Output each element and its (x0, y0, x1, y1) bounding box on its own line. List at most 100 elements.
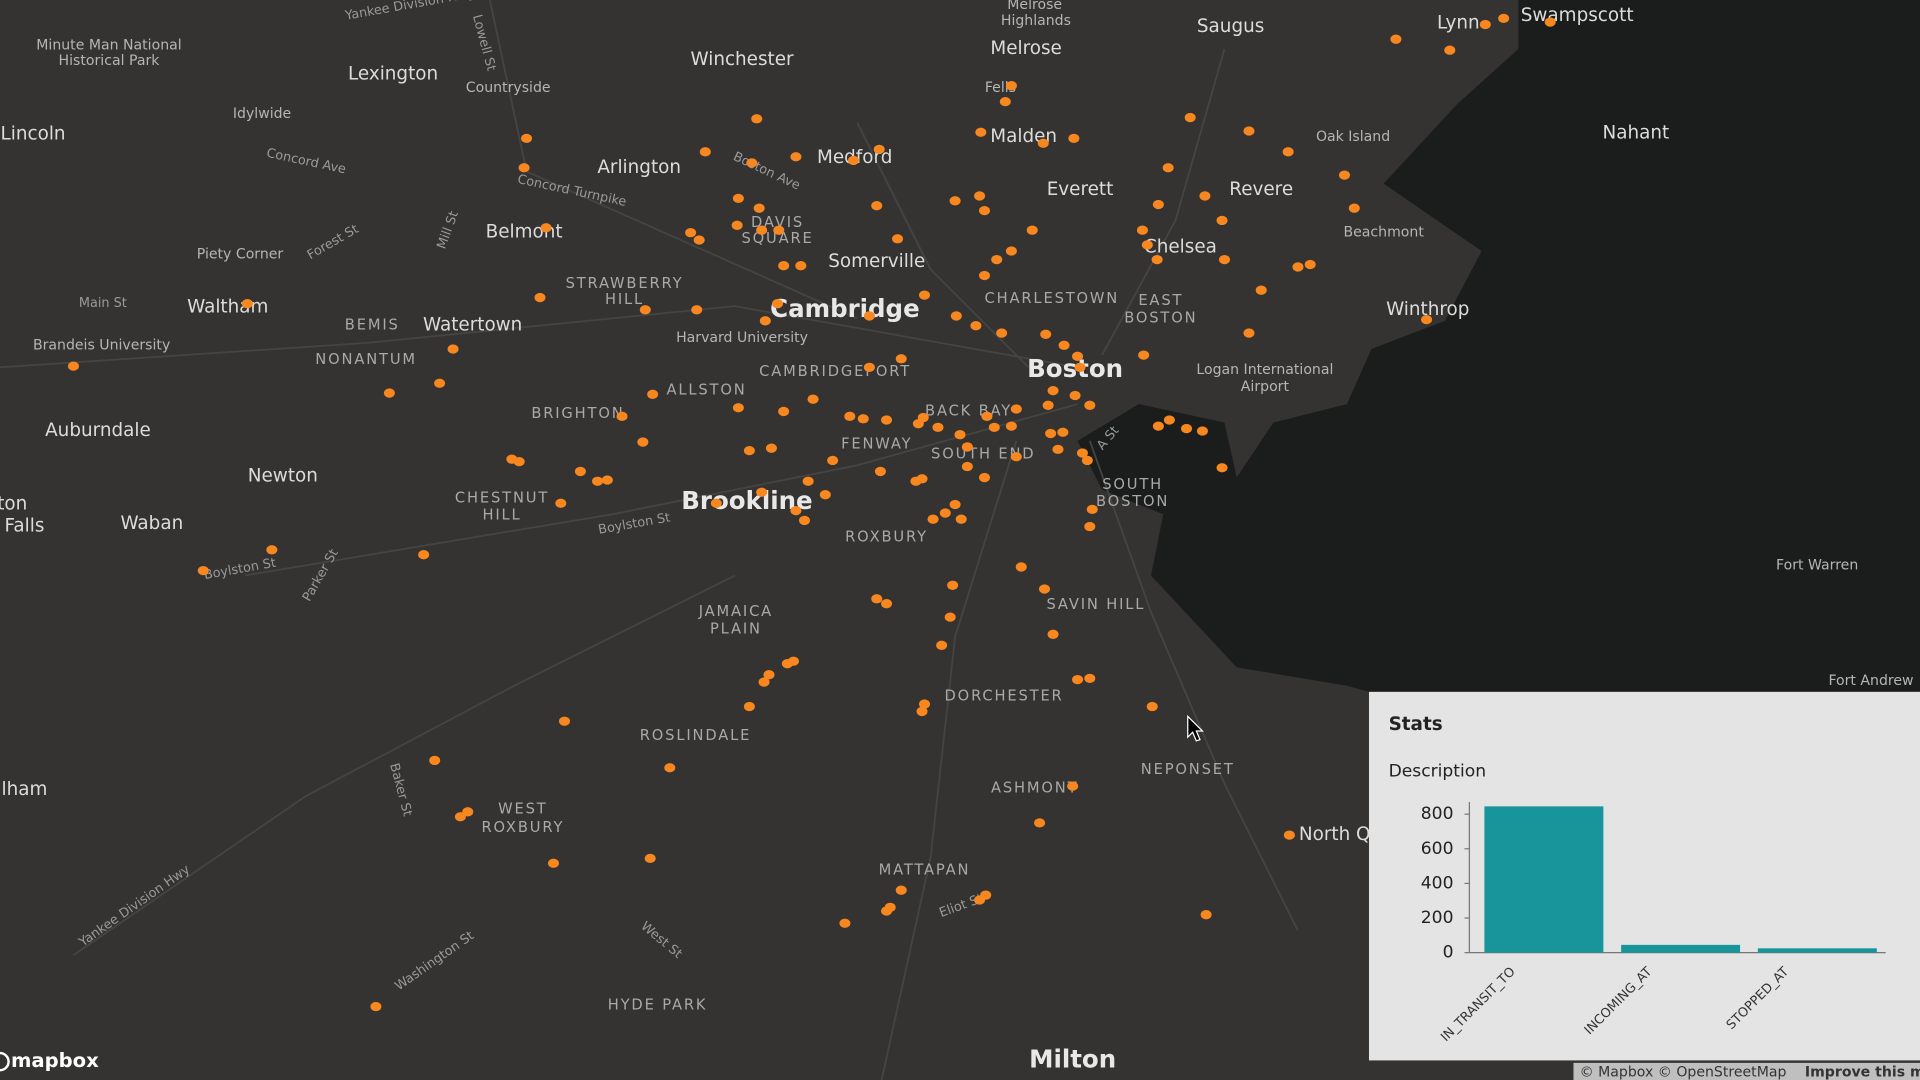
vehicle-markers (67, 13, 1556, 1012)
map-label: Melrose (1007, 0, 1062, 13)
vehicle-dot (944, 612, 956, 622)
vehicle-dot (961, 461, 973, 472)
map-label: ROXBURY (845, 529, 928, 546)
vehicle-dot (746, 158, 758, 168)
map-label: Winchester (690, 49, 794, 70)
map-label: NEPONSET (1141, 761, 1235, 778)
vehicle-dot (1255, 285, 1267, 295)
vehicle-dot (1136, 225, 1148, 235)
vehicle-dot (616, 411, 628, 421)
map-label: Revere (1229, 179, 1293, 200)
vehicle-dot (1084, 400, 1096, 410)
vehicle-dot (798, 515, 810, 526)
vehicle-dot (558, 716, 570, 726)
road (1088, 440, 1299, 932)
vehicle-dot (743, 701, 755, 712)
map-label: Saugus (1197, 16, 1264, 37)
stats-panel: Stats Description 0200400600800IN_TRANSI… (1368, 691, 1920, 1061)
vehicle-dot (434, 378, 446, 388)
vehicle-dot (927, 514, 939, 524)
vehicle-dot (895, 354, 907, 364)
map-label: Chelsea (1144, 236, 1217, 257)
logo-icon (0, 1051, 10, 1072)
vehicle-dot (819, 490, 831, 500)
map-label: PLAIN (710, 620, 762, 637)
map-label: Waban (120, 513, 183, 534)
vehicle-dot (1141, 240, 1153, 250)
map-label: ALLSTON (666, 382, 746, 399)
vehicle-dot (765, 443, 777, 453)
map-label: Historical Park (59, 53, 161, 69)
vehicle-dot (513, 456, 525, 467)
map-label: BRIGHTON (531, 405, 624, 422)
map-label: Cambridge (770, 294, 920, 323)
map-label: Nahant (1603, 122, 1670, 143)
vehicle-dot (731, 220, 743, 230)
map-label: Winthrop (1386, 299, 1469, 320)
panel-description: Description (1389, 761, 1487, 781)
vehicle-dot (1216, 215, 1228, 226)
road (1101, 48, 1226, 356)
map-label: Swampscott (1521, 5, 1634, 26)
y-tick-label: 400 (1421, 873, 1454, 893)
map-label: Beachmont (1343, 225, 1424, 241)
vehicle-dot (1042, 400, 1054, 410)
vehicle-dot (881, 906, 893, 916)
vehicle-dot (601, 475, 613, 485)
vehicle-dot (1069, 390, 1081, 401)
vehicle-dot (772, 299, 784, 309)
vehicle-dot (1338, 170, 1350, 180)
vehicle-dot (1040, 329, 1052, 339)
vehicle-dot (197, 565, 209, 576)
map-label: BACK BAY (925, 402, 1012, 419)
bar (1621, 944, 1741, 953)
map-label: FENWAY (841, 435, 912, 452)
map-label: North Q (1299, 824, 1371, 845)
vehicle-dot (751, 114, 763, 124)
vehicle-dot (1058, 340, 1070, 350)
y-tick-label: 0 (1443, 943, 1454, 963)
vehicle-dot (1086, 504, 1098, 515)
map-label: Logan International (1196, 362, 1333, 378)
vehicle-dot (1015, 562, 1027, 572)
vehicle-dot (1084, 673, 1096, 684)
vehicle-dot (1216, 463, 1228, 473)
vehicle-dot (1218, 254, 1230, 265)
vehicle-dot (547, 858, 559, 868)
panel-title: Stats (1389, 714, 1443, 735)
vehicle-dot (664, 763, 676, 773)
vehicle-dot (1005, 421, 1017, 431)
vehicle-dot (1026, 225, 1038, 235)
vehicle-dot (1005, 246, 1017, 256)
y-tick-label: 200 (1421, 908, 1454, 928)
vehicle-dot (521, 133, 533, 144)
vehicle-dot (1199, 191, 1211, 201)
vehicle-dot (916, 706, 928, 717)
vehicle-dot (773, 225, 785, 235)
vehicle-dot (753, 203, 765, 213)
vehicle-dot (418, 550, 430, 560)
map-label: CAMBRIDGEPORT (759, 363, 911, 380)
map-label: ROSLINDALE (640, 727, 752, 744)
y-tick-label: 800 (1421, 804, 1454, 824)
map-label: Lincoln (1, 124, 66, 145)
map-label: Newton (248, 465, 318, 486)
road (488, 0, 858, 320)
vehicle-dot (981, 411, 993, 421)
map-label: NONANTUM (315, 351, 417, 368)
improve-link[interactable]: Improve this m (1805, 1065, 1920, 1080)
vehicle-dot (1304, 259, 1316, 270)
vehicle-dot (863, 362, 875, 373)
vehicle-dot (1037, 138, 1049, 148)
vehicle-dot (1084, 521, 1096, 532)
map-label: BOSTON (1124, 309, 1197, 326)
water (1151, 0, 1920, 692)
vehicle-dot (732, 403, 744, 413)
map-label: ton (0, 493, 27, 514)
vehicle-dot (881, 415, 893, 425)
road (0, 305, 1078, 369)
vehicle-dot (999, 96, 1011, 107)
vehicle-dot (975, 127, 987, 137)
